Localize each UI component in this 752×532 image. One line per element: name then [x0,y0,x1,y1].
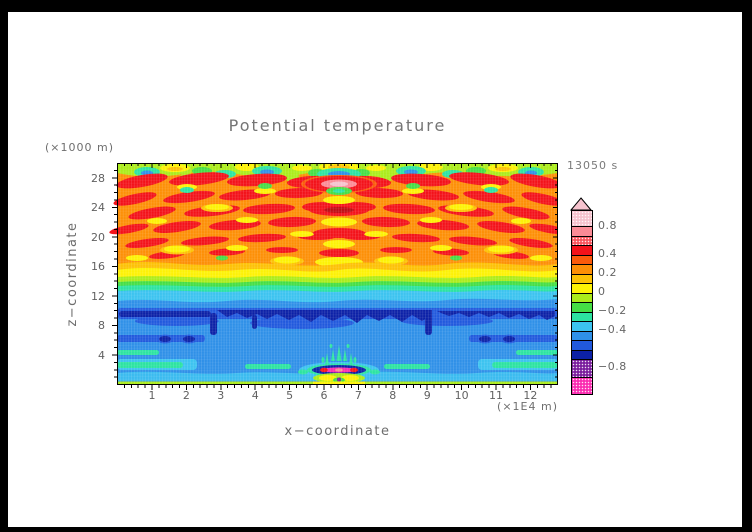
grid-mesh-overlay [117,163,558,385]
filled-contour-field [109,163,558,385]
colorbar-segment [572,283,592,293]
colorbar-tick-labels: 0.8 0.4 0.2 0 −0.2 −0.4 −0.8 [598,210,638,383]
z-tick-label: 8 [98,319,105,333]
x-tick-label: 10 [454,389,469,402]
colorbar [571,210,593,395]
colorbar-segment [572,273,592,283]
colorbar-overflow-triangle [570,197,592,211]
z-axis-tick-labels: 4 8 12 16 20 24 28 [70,163,110,385]
colorbar-segment [572,264,592,274]
x-tick-label: 5 [286,389,294,402]
x-tick-label: 1 [148,389,156,402]
z-tick-label: 20 [91,230,105,244]
colorbar-tick-label: 0 [598,285,606,298]
axis-ticks [112,163,558,390]
colorbar-segment [572,254,592,264]
colorbar-segment [572,340,592,350]
colorbar-tick-label: 0.2 [598,266,617,279]
z-tick-label: 16 [91,260,105,274]
x-tick-label: 12 [523,389,538,402]
x-axis-unit-label: (×1E4 m) [497,400,558,413]
x-tick-label: 8 [389,389,397,402]
x-tick-label: 6 [320,389,328,402]
colorbar-segment [572,235,592,245]
colorbar-segment [572,311,592,321]
colorbar-segment [572,376,592,394]
z-tick-label: 4 [98,348,105,362]
x-tick-label: 7 [354,389,362,402]
colorbar-tick-label: 0.4 [598,247,617,260]
colorbar-segment [572,330,592,340]
colorbar-segment [572,211,592,226]
x-tick-label: 3 [217,389,225,402]
colorbar-tick-label: −0.4 [598,323,627,336]
colorbar-segment [572,226,592,236]
colorbar-segment [572,302,592,312]
colorbar-segment [572,359,592,377]
x-tick-label: 2 [182,389,190,402]
contour-plot [109,163,558,390]
colorbar-segment [572,245,592,255]
x-tick-label: 4 [251,389,259,402]
z-axis-unit-label: (×1000 m) [45,141,115,154]
colorbar-segment [572,292,592,302]
time-stamp-label: 13050 s [567,159,619,172]
colorbar-tick-label: 0.8 [598,218,617,232]
chart-title: Potential temperature [228,116,447,135]
x-tick-label: 11 [489,389,503,402]
z-tick-label: 24 [91,201,105,215]
x-axis-tick-labels: 1 2 3 4 5 6 7 8 9 10 11 12 [117,389,558,403]
colorbar-tick-label: −0.2 [598,304,627,317]
x-axis-title: x−coordinate [284,424,391,439]
z-tick-label: 28 [91,171,105,185]
colorbar-segment [572,321,592,331]
z-tick-label: 12 [91,289,105,303]
x-tick-label: 9 [423,389,431,402]
colorbar-tick-label: −0.8 [598,359,627,373]
colorbar-segment [572,349,592,359]
